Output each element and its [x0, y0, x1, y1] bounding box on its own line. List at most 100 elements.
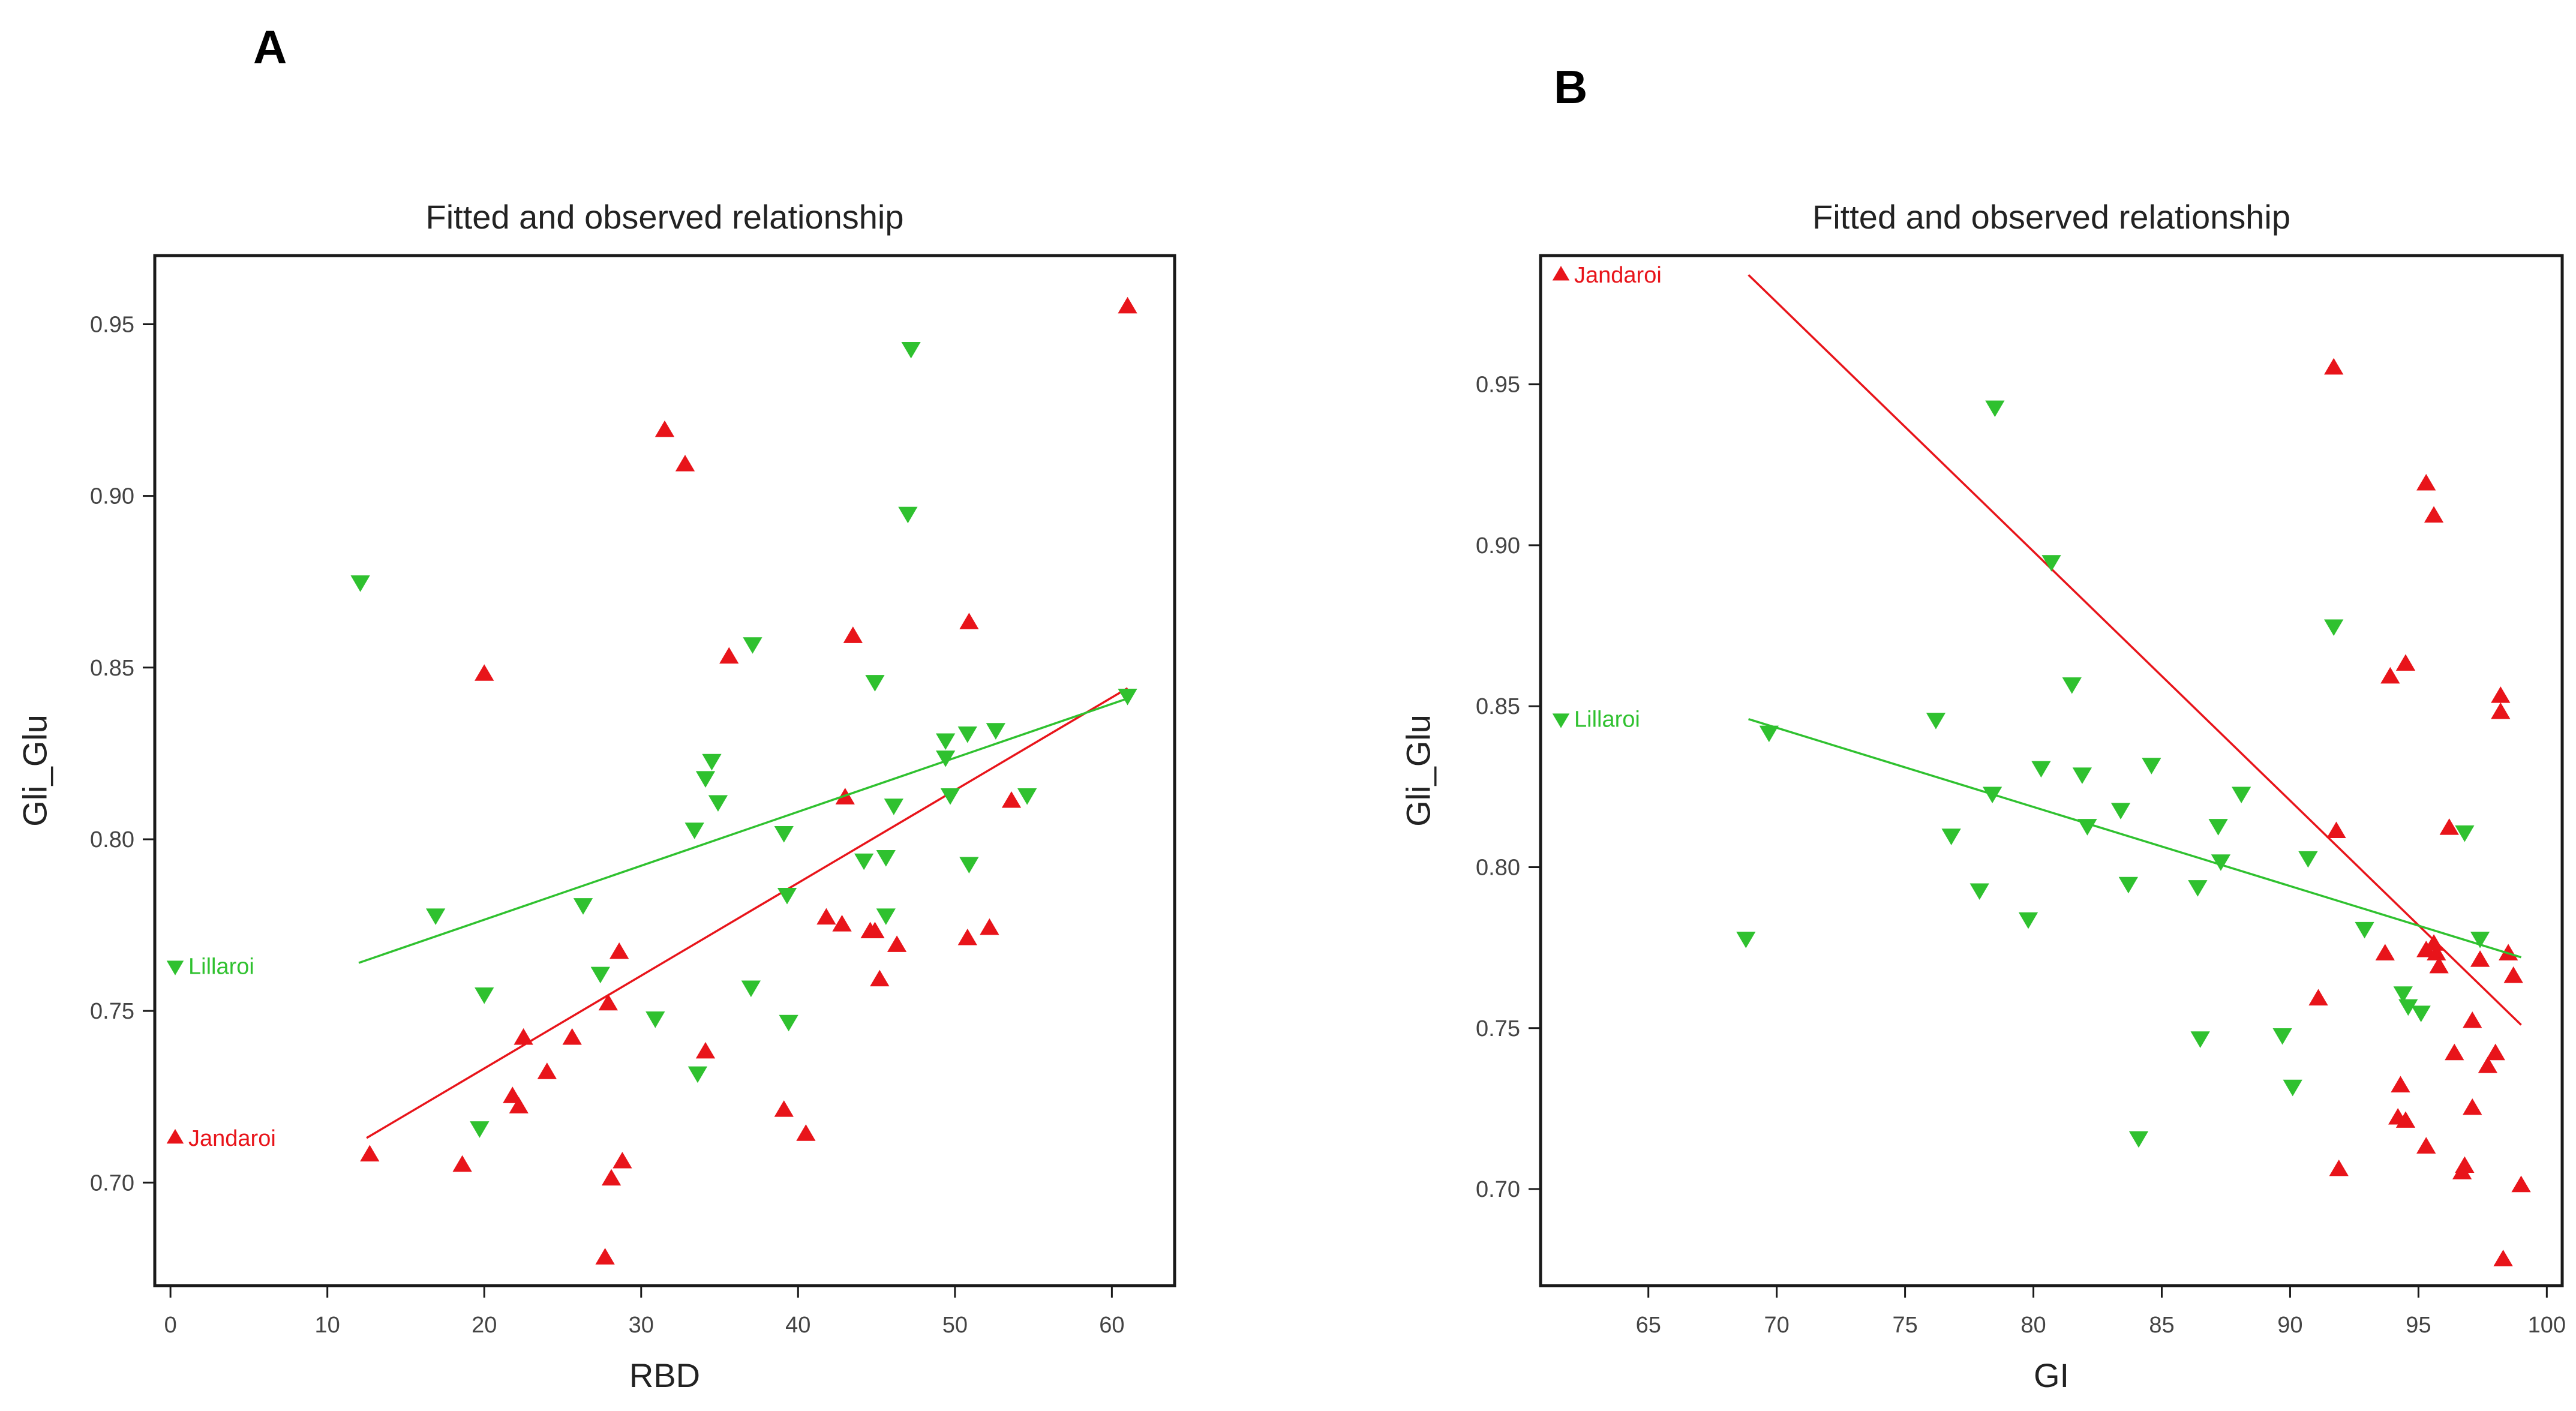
legend-marker-jandaroi [166, 1128, 184, 1144]
data-point [2424, 934, 2444, 951]
data-point [2463, 1011, 2482, 1028]
data-point [1926, 713, 1946, 729]
plot-frame [1539, 254, 2564, 1287]
y-tick-label: 0.85 [90, 656, 134, 681]
data-point [2445, 1043, 2464, 1061]
y-tick-label: 0.90 [1476, 533, 1520, 559]
data-point [843, 626, 863, 643]
data-point [2326, 821, 2346, 838]
data-point [2416, 1137, 2436, 1154]
data-point [687, 1066, 708, 1083]
legend-label-lillaroi: Lillaroi [1574, 707, 1640, 732]
legend-label-jandaroi: Jandaroi [1574, 263, 1662, 288]
data-point [980, 918, 999, 935]
data-point [2491, 686, 2511, 703]
x-tick-label: 30 [629, 1313, 654, 1338]
x-tick-label: 90 [2277, 1313, 2302, 1338]
data-point [2424, 506, 2444, 523]
data-point [832, 915, 852, 932]
fit-line-jandaroi [366, 687, 1128, 1139]
legend-label-lillaroi: Lillaroi [188, 954, 254, 980]
data-point [475, 664, 494, 681]
series-jandaroi: Jandaroi [166, 296, 1137, 1265]
data-point [452, 1155, 472, 1172]
fit-line-lillaroi [358, 697, 1128, 964]
y-tick-label: 0.70 [1476, 1177, 1520, 1202]
data-point [2395, 654, 2416, 671]
data-point [2283, 1079, 2302, 1097]
data-point [2324, 619, 2344, 637]
y-tick-label: 0.90 [90, 484, 134, 509]
data-point [2380, 667, 2400, 684]
data-point [2018, 912, 2038, 929]
data-point [2439, 818, 2459, 835]
data-point [2324, 358, 2344, 375]
legend-marker-jandaroi [1552, 266, 1570, 281]
x-tick-label: 60 [1099, 1313, 1124, 1338]
data-point [2031, 761, 2051, 778]
data-point [2118, 876, 2139, 894]
x-tick-label: 100 [2528, 1313, 2566, 1338]
panel-a-chart: A Fitted and observed relationship 0 10 20 30… [16, 20, 1176, 1394]
data-point [2416, 473, 2436, 491]
data-point [695, 771, 716, 788]
y-tick-label: 0.95 [1476, 373, 1520, 398]
data-point [774, 1100, 794, 1117]
data-point [2393, 986, 2413, 1003]
x-tick-label: 95 [2406, 1313, 2431, 1338]
data-point [1118, 689, 1137, 706]
panel-letter: B [1554, 61, 1587, 113]
data-point [537, 1062, 557, 1079]
x-tick-label: 0 [164, 1313, 177, 1338]
data-point [601, 1169, 622, 1186]
data-point [702, 753, 722, 771]
data-point [360, 1145, 380, 1162]
data-point [959, 857, 979, 874]
data-point [774, 825, 794, 843]
data-point [2231, 786, 2251, 804]
x-tick-label: 10 [315, 1313, 340, 1338]
data-point [645, 1011, 665, 1028]
series-lillaroi: Lillaroi [1552, 400, 2522, 1148]
data-point [470, 1121, 490, 1138]
data-point [2478, 1056, 2498, 1073]
data-point [610, 942, 629, 959]
data-point [2142, 758, 2161, 774]
data-point [1001, 791, 1022, 808]
data-point [2072, 767, 2092, 784]
legend-marker-lillaroi [1552, 713, 1570, 728]
data-point [2511, 1175, 2531, 1193]
data-point [876, 908, 896, 925]
y-tick-label: 0.75 [90, 999, 134, 1024]
data-point [986, 723, 1005, 740]
data-point [1969, 883, 1989, 900]
data-point [870, 969, 890, 987]
data-point [598, 993, 618, 1011]
data-point [562, 1028, 582, 1045]
data-point [2498, 944, 2518, 960]
data-point [2041, 555, 2061, 572]
data-point [2128, 1131, 2149, 1148]
data-point [2427, 944, 2446, 960]
y-axis-label: Gli_Glu [1400, 714, 1437, 827]
data-point [2411, 1005, 2431, 1022]
data-point [2493, 1250, 2513, 1266]
data-point [887, 935, 907, 952]
data-point [779, 1014, 798, 1032]
data-point [684, 822, 704, 839]
data-point [2485, 1043, 2505, 1061]
x-tick-label: 20 [472, 1313, 497, 1338]
x-tick-label: 40 [785, 1313, 810, 1338]
data-point [2463, 1098, 2482, 1115]
data-point [2452, 1163, 2472, 1179]
data-point [350, 575, 370, 592]
data-point [503, 1086, 523, 1103]
data-point [475, 987, 494, 1004]
y-tick-label: 0.85 [1476, 694, 1520, 719]
x-axis-label: RBD [629, 1356, 700, 1394]
data-point [2391, 1076, 2410, 1092]
plot-frame [153, 254, 1176, 1287]
data-point [936, 733, 956, 750]
y-tick-label: 0.75 [1476, 1016, 1520, 1041]
y-tick-label: 0.70 [90, 1170, 134, 1196]
